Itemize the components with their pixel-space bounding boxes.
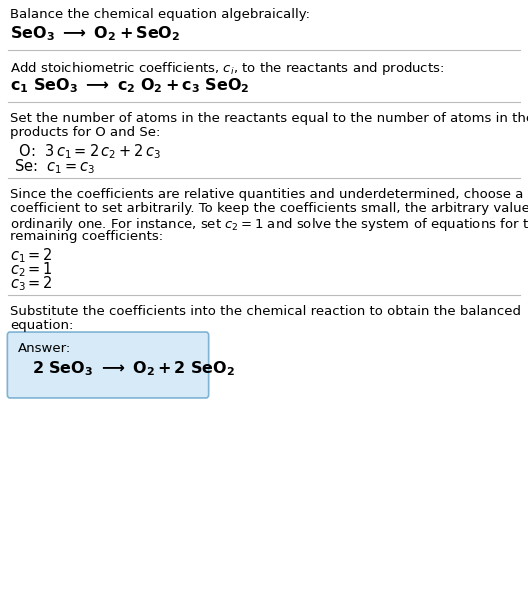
Text: Since the coefficients are relative quantities and underdetermined, choose a: Since the coefficients are relative quan… [10,188,523,201]
Text: equation:: equation: [10,319,73,332]
Text: Set the number of atoms in the reactants equal to the number of atoms in the: Set the number of atoms in the reactants… [10,112,528,125]
Text: products for O and Se:: products for O and Se: [10,126,161,139]
Text: Se:  $c_1 = c_3$: Se: $c_1 = c_3$ [14,157,95,176]
Text: $c_2 = 1$: $c_2 = 1$ [10,260,53,278]
Text: $\mathbf{SeO_3\ \longrightarrow\ O_2 + SeO_2}$: $\mathbf{SeO_3\ \longrightarrow\ O_2 + S… [10,24,181,42]
Text: remaining coefficients:: remaining coefficients: [10,230,163,243]
Text: Add stoichiometric coefficients, $c_i$, to the reactants and products:: Add stoichiometric coefficients, $c_i$, … [10,60,444,77]
Text: Balance the chemical equation algebraically:: Balance the chemical equation algebraica… [10,8,310,21]
Text: $\mathbf{2\ SeO_3\ \longrightarrow\ O_2 + 2\ SeO_2}$: $\mathbf{2\ SeO_3\ \longrightarrow\ O_2 … [32,359,235,378]
Text: $c_3 = 2$: $c_3 = 2$ [10,274,53,293]
FancyBboxPatch shape [7,332,209,398]
Text: Answer:: Answer: [18,342,71,355]
Text: ordinarily one. For instance, set $c_2 = 1$ and solve the system of equations fo: ordinarily one. For instance, set $c_2 =… [10,216,528,233]
Text: $c_1 = 2$: $c_1 = 2$ [10,246,53,265]
Text: O:  $3\,c_1 = 2\,c_2 + 2\,c_3$: O: $3\,c_1 = 2\,c_2 + 2\,c_3$ [14,142,161,160]
Text: $\mathbf{c_1\ SeO_3\ \longrightarrow\ c_2\ O_2 + c_3\ SeO_2}$: $\mathbf{c_1\ SeO_3\ \longrightarrow\ c_… [10,76,250,95]
Text: coefficient to set arbitrarily. To keep the coefficients small, the arbitrary va: coefficient to set arbitrarily. To keep … [10,202,528,215]
Text: Substitute the coefficients into the chemical reaction to obtain the balanced: Substitute the coefficients into the che… [10,305,521,318]
